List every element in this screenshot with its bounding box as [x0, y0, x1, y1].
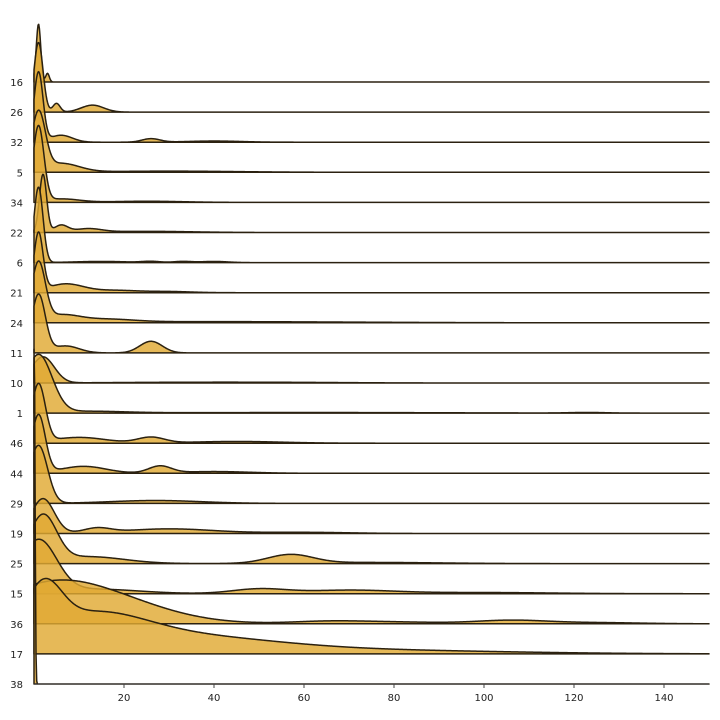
- ridge-16: [33, 23, 710, 83]
- ridge-24: [33, 260, 710, 324]
- y-label-26: 26: [10, 108, 23, 119]
- ridge-29: [33, 444, 710, 505]
- y-label-10: 10: [10, 379, 23, 390]
- y-label-24: 24: [10, 319, 23, 330]
- ridge-44: [33, 413, 710, 475]
- ridge-5: [33, 109, 710, 174]
- y-label-38: 38: [10, 680, 23, 691]
- ridge-11: [33, 293, 710, 354]
- ridge-26: [33, 41, 710, 113]
- ridge-6: [33, 186, 710, 264]
- ridge-46: [33, 382, 710, 444]
- y-label-46: 46: [10, 439, 23, 450]
- x-tick-label-40: 40: [208, 693, 221, 704]
- ridge-34: [33, 124, 710, 204]
- y-label-19: 19: [10, 530, 23, 541]
- y-label-32: 32: [10, 138, 23, 149]
- x-tick-label-140: 140: [654, 693, 673, 704]
- ridges-layer: [33, 23, 710, 685]
- ridge-10: [33, 356, 710, 384]
- ridge-17: [33, 577, 710, 655]
- y-label-6: 6: [17, 259, 23, 270]
- y-label-15: 15: [10, 590, 23, 601]
- x-tick-label-60: 60: [298, 693, 311, 704]
- y-label-22: 22: [10, 229, 23, 240]
- x-tick-label-80: 80: [388, 693, 401, 704]
- ridge-19: [33, 497, 710, 535]
- y-label-25: 25: [10, 560, 23, 571]
- ridge-1: [33, 353, 710, 414]
- ridge-21: [33, 231, 710, 294]
- y-label-11: 11: [10, 349, 23, 360]
- x-tick-label-100: 100: [474, 693, 493, 704]
- y-axis-labels: 16 26 32 5 34 22 6 21 24 11 10 1 46 44 29 19 25 15 36 17 38: [10, 78, 23, 691]
- y-label-34: 34: [10, 198, 23, 209]
- y-label-36: 36: [10, 620, 23, 631]
- x-tick-label-120: 120: [564, 693, 583, 704]
- y-label-1: 1: [17, 409, 23, 420]
- ridge-25: [33, 513, 710, 565]
- ridge-15: [33, 538, 710, 595]
- y-label-16: 16: [10, 78, 23, 89]
- y-label-29: 29: [10, 499, 23, 510]
- y-label-5: 5: [17, 168, 23, 179]
- y-label-21: 21: [10, 289, 23, 300]
- x-tick-label-20: 20: [118, 693, 131, 704]
- ridge-22: [33, 173, 710, 234]
- x-axis-ticks: 20 40 60 80 100 120 140: [118, 684, 674, 704]
- y-label-17: 17: [10, 650, 23, 661]
- ridge-32: [33, 70, 710, 143]
- y-label-44: 44: [10, 469, 23, 480]
